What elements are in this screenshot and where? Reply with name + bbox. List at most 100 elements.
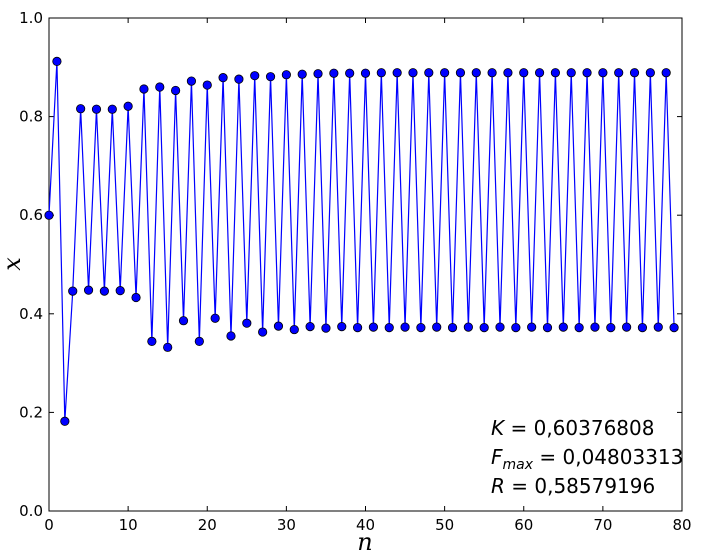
data-point [52,56,62,66]
x-tick-label: 10 [119,516,138,534]
data-point [463,322,473,332]
data-point [669,323,679,333]
data-point [337,322,347,332]
annotation-r: R = 0,58579196 [491,474,655,498]
data-point [503,68,513,78]
data-point [234,74,244,84]
y-axis-ticks: 0.0 0.2 0.4 0.6 0.8 1.0 [19,9,682,520]
data-point [384,323,394,333]
x-tick-label: 40 [356,516,375,534]
data-point [582,68,592,78]
annotation-k: K = 0,60376808 [491,416,654,440]
data-point [297,69,307,79]
data-point [408,68,418,78]
y-tick-label: 0.8 [19,108,43,126]
data-point [147,336,157,347]
data-point [60,416,70,426]
x-axis-label: n [357,528,372,555]
data-point [186,76,197,86]
data-point [171,85,181,96]
data-point [447,323,458,333]
annotation-fmax-symbol: F [491,445,503,469]
data-point [400,322,410,332]
data-point [511,323,521,333]
data-point [123,101,133,111]
data-point [68,286,78,296]
data-point [392,68,402,78]
data-point [455,68,466,78]
y-tick-label: 0.2 [19,403,43,421]
y-tick-label: 0.6 [19,206,43,224]
data-point [305,322,315,332]
data-point [321,323,331,333]
data-point [258,327,268,337]
data-point [661,68,671,78]
data-point [273,321,284,331]
data-point [115,286,125,296]
y-tick-label: 1.0 [19,9,43,27]
data-point [558,322,568,332]
data-point [313,69,323,79]
data-point [542,323,553,333]
data-point [416,323,426,333]
data-point [76,104,86,114]
x-tick-label: 80 [672,516,691,534]
data-point [622,322,632,332]
data-point [155,82,165,92]
data-point [139,84,149,94]
data-point [210,313,220,323]
data-point [471,68,481,78]
annotation-r-symbol: R [491,474,505,498]
annotation-fmax: Fmax = 0,04803313 [491,445,683,473]
data-point [598,68,608,78]
data-point [653,322,663,332]
data-point [629,68,640,78]
data-point [91,104,102,114]
data-point [242,318,252,328]
data-point [566,68,576,78]
data-point [368,322,379,332]
x-tick-label: 0 [44,516,54,534]
data-point [534,68,545,78]
data-point [360,68,371,78]
data-point [376,68,386,78]
annotation-k-value: = 0,60376808 [504,416,654,440]
x-tick-label: 70 [593,516,612,534]
data-point [131,292,141,303]
annotation-fmax-subscript: max [503,457,534,473]
annotation-k-symbol: K [491,416,506,440]
data-point [352,323,363,333]
data-point [218,73,228,83]
data-point [606,323,616,333]
data-point [202,80,212,90]
y-tick-label: 0.4 [19,305,43,323]
data-point [265,72,276,82]
data-point [479,323,489,333]
data-point [519,68,529,78]
x-tick-label: 30 [277,516,296,534]
data-point [527,322,537,332]
data-point [487,68,497,78]
data-point [194,336,204,347]
data-point [574,323,584,333]
x-tick-label: 50 [435,516,454,534]
data-point [440,68,450,78]
series-layer [44,56,679,426]
series-line [48,61,675,422]
data-point [329,68,339,78]
data-point [99,286,109,296]
data-point [495,322,505,332]
data-point [550,68,561,78]
data-point [289,324,299,335]
data-point [250,71,260,81]
y-tick-label: 0.0 [19,502,43,520]
x-axis-ticks: 0 10 20 30 40 50 60 70 80 [44,18,692,534]
data-point [590,322,600,332]
x-tick-label: 20 [198,516,217,534]
data-point [614,68,624,78]
data-point [226,331,236,341]
data-point [645,68,655,78]
data-point [281,70,291,80]
y-axis-label: x [0,257,26,271]
